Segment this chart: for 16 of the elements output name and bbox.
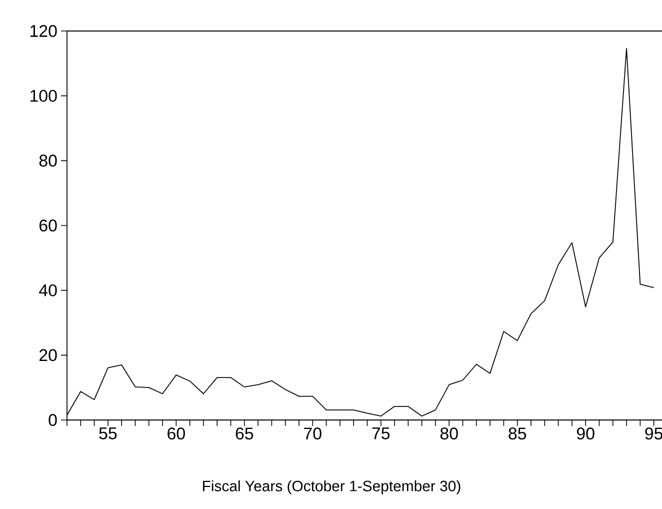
x-tick-label: 90 — [576, 428, 594, 440]
x-tick-label: 70 — [304, 428, 322, 440]
x-tick-label: 65 — [236, 428, 254, 440]
y-tick-label: 80 — [39, 154, 57, 167]
y-tick-label: 120 — [30, 25, 57, 37]
y-tick-label: 20 — [40, 349, 57, 362]
x-axis-title: Fiscal Years (October 1-September 30) — [203, 480, 460, 494]
y-tick-label: 0 — [48, 414, 57, 426]
x-tick-label: 60 — [168, 428, 185, 440]
y-tick-label: 100 — [30, 90, 57, 102]
x-tick-label: 75 — [372, 428, 390, 440]
x-tick-label: 85 — [508, 428, 526, 440]
y-tick-label: 40 — [39, 284, 57, 296]
y-tick-label: 60 — [40, 220, 57, 232]
x-tick-label: 55 — [99, 428, 117, 440]
x-tick-label: 80 — [440, 428, 458, 440]
